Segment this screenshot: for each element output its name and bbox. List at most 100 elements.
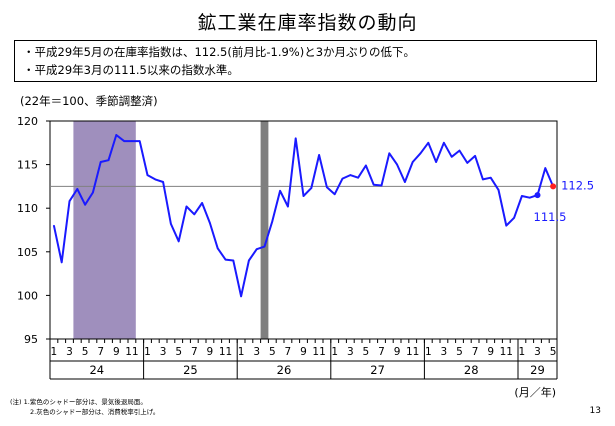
month-tick-label: 5 <box>456 346 463 358</box>
data-point <box>107 159 110 162</box>
data-point <box>248 259 250 262</box>
data-point <box>216 247 219 250</box>
month-tick-label: 5 <box>175 346 182 358</box>
month-tick-label: 5 <box>82 346 89 358</box>
data-point <box>232 259 235 262</box>
month-tick-label: 11 <box>500 346 513 358</box>
month-tick-label: 3 <box>160 346 167 358</box>
month-tick-label: 1 <box>238 346 245 358</box>
data-point <box>170 223 172 225</box>
data-point <box>193 213 196 216</box>
y-tick-label: 115 <box>17 159 38 172</box>
data-point <box>185 205 188 208</box>
summary-bullet-2: ・平成29年3月の111.5以来の指数水準。 <box>23 63 239 77</box>
month-tick-label: 9 <box>487 346 494 358</box>
month-tick-label: 9 <box>113 346 120 358</box>
data-point <box>92 191 94 194</box>
data-point <box>443 142 445 144</box>
month-tick-label: 7 <box>378 346 385 358</box>
data-point <box>521 195 523 197</box>
month-tick-label: 7 <box>191 346 198 358</box>
year-label: 26 <box>277 363 292 377</box>
annotation-label: 112.5 <box>561 178 594 192</box>
month-tick-label: 11 <box>125 346 138 358</box>
data-point <box>209 222 211 224</box>
annotation-marker <box>550 183 557 190</box>
year-label: 24 <box>89 363 104 377</box>
month-tick-label: 9 <box>300 346 307 358</box>
data-point <box>482 178 484 181</box>
data-point <box>287 205 289 208</box>
month-tick-label: 5 <box>269 346 276 358</box>
data-point <box>544 167 547 169</box>
footnote-2: 2.灰色のシャドー部分は、消費税率引上げ。 <box>30 408 160 416</box>
data-point <box>365 164 367 167</box>
data-point <box>528 196 531 199</box>
data-point <box>435 161 437 163</box>
data-point <box>162 181 164 183</box>
data-point <box>341 177 344 180</box>
unit-label: (22年＝100、季節調整済) <box>20 94 158 108</box>
month-tick-label: 11 <box>219 346 232 358</box>
plot-frame <box>49 120 558 340</box>
data-point <box>372 183 375 186</box>
data-point <box>450 155 453 158</box>
data-point <box>513 216 515 219</box>
month-tick-label: 9 <box>207 346 214 358</box>
summary-box: ・平成29年5月の在庫率指数は、112.5(前月比-1.9%)と3か月ぶりの低下… <box>14 40 597 82</box>
month-tick-label: 3 <box>66 346 73 358</box>
page-number: 13 <box>589 406 601 416</box>
data-point <box>271 220 274 223</box>
month-tick-label: 1 <box>425 346 432 358</box>
data-point <box>497 189 500 191</box>
data-point <box>333 193 336 196</box>
data-point <box>396 163 398 166</box>
month-tick-label: 5 <box>550 346 557 358</box>
annotation-label: 111.5 <box>534 210 567 224</box>
footnote-1: (注) 1.紫色のシャドー部分は、景気後退局面。 <box>10 398 147 406</box>
shade-tax_increase <box>260 121 269 339</box>
data-point <box>53 224 55 227</box>
month-tick-label: 1 <box>51 346 58 358</box>
annotation-marker <box>534 192 541 199</box>
month-tick-label: 11 <box>312 346 325 358</box>
data-point <box>505 224 508 227</box>
data-point <box>474 155 476 157</box>
year-label: 28 <box>464 363 479 377</box>
month-tick-label: 3 <box>347 346 354 358</box>
data-point <box>201 202 203 204</box>
summary-bullet-1: ・平成29年5月の在庫率指数は、112.5(前月比-1.9%)と3か月ぶりの低下… <box>23 45 416 59</box>
data-point <box>404 181 406 183</box>
data-point <box>154 178 157 181</box>
data-point <box>131 140 133 142</box>
data-point <box>84 203 86 206</box>
y-tick-label: 95 <box>24 333 38 346</box>
y-tick-label: 100 <box>17 289 38 302</box>
data-point <box>318 154 320 156</box>
month-tick-label: 7 <box>285 346 292 358</box>
data-point <box>60 261 63 264</box>
data-point <box>302 195 305 197</box>
data-point <box>489 176 492 179</box>
month-tick-label: 1 <box>519 346 526 358</box>
data-point <box>146 174 149 176</box>
data-point <box>255 248 258 250</box>
data-point <box>388 152 391 155</box>
data-point <box>279 189 281 192</box>
data-point <box>294 137 297 140</box>
y-tick-label: 105 <box>17 246 38 259</box>
year-label: 27 <box>370 363 385 377</box>
data-point <box>240 295 242 298</box>
year-label: 25 <box>183 363 198 377</box>
month-tick-label: 7 <box>97 346 104 358</box>
shade-recession <box>73 121 136 339</box>
data-point <box>419 152 422 155</box>
data-point <box>99 161 102 163</box>
month-tick-label: 7 <box>472 346 479 358</box>
data-point <box>349 174 352 176</box>
month-tick-label: 1 <box>331 346 338 358</box>
month-tick-label: 5 <box>363 346 370 358</box>
data-point <box>76 188 79 190</box>
data-point <box>411 161 414 163</box>
